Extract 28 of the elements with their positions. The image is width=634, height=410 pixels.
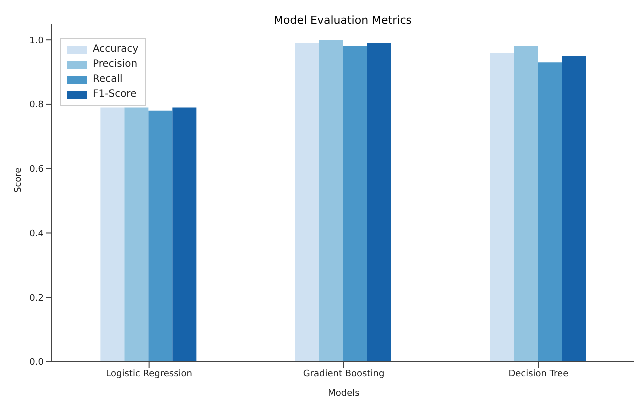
bar bbox=[514, 46, 538, 362]
y-tick-label: 0.0 bbox=[30, 358, 44, 368]
bar bbox=[124, 108, 149, 362]
y-axis-title: Score bbox=[14, 167, 24, 193]
y-tick-label: 0.4 bbox=[30, 229, 44, 240]
y-tick-label: 1.0 bbox=[30, 36, 44, 46]
legend-label: F1-Score bbox=[93, 88, 137, 102]
bar bbox=[490, 52, 514, 362]
x-axis-title: Models bbox=[328, 389, 360, 399]
y-tick-label: 0.8 bbox=[30, 100, 44, 111]
bar bbox=[172, 108, 197, 362]
bar bbox=[538, 62, 562, 362]
x-tick-label: Logistic Regression bbox=[106, 369, 193, 380]
bar bbox=[295, 43, 320, 362]
bar bbox=[148, 110, 173, 362]
legend-label: Precision bbox=[93, 58, 138, 72]
bar bbox=[562, 56, 586, 362]
bar bbox=[100, 108, 125, 362]
legend-label: Accuracy bbox=[93, 43, 139, 57]
bar bbox=[343, 46, 368, 362]
bar bbox=[367, 43, 392, 362]
x-tick-label: Decision Tree bbox=[508, 369, 570, 380]
bar bbox=[319, 40, 344, 362]
legend-label: Recall bbox=[93, 73, 123, 87]
y-tick-label: 0.6 bbox=[30, 165, 44, 176]
y-tick-label: 0.2 bbox=[30, 294, 44, 304]
x-tick-label: Gradient Boosting bbox=[303, 369, 385, 380]
chart-title: Model Evaluation Metrics bbox=[273, 14, 413, 27]
